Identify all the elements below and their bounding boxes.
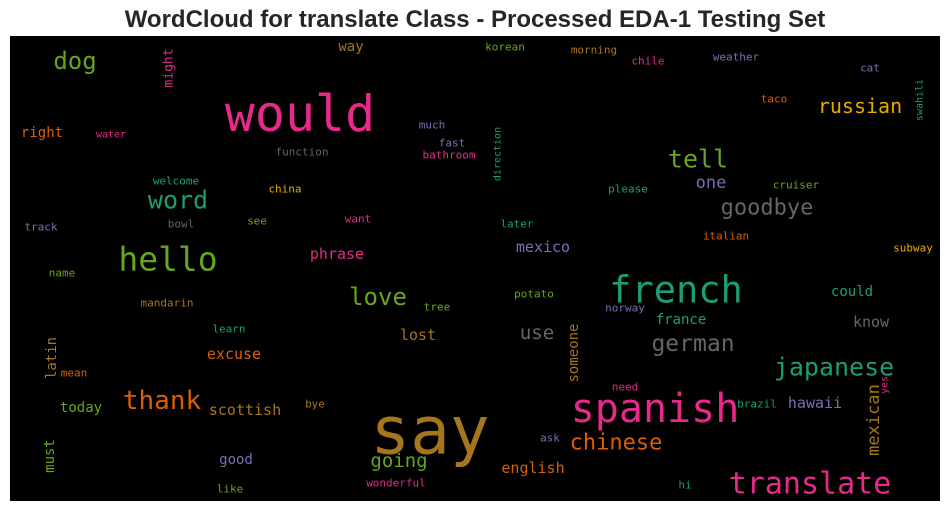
- word-name: name: [49, 267, 76, 280]
- word-french: french: [609, 269, 743, 312]
- word-could: could: [831, 284, 873, 300]
- word-excuse: excuse: [207, 345, 261, 363]
- word-hello: hello: [118, 240, 217, 279]
- word-want: want: [345, 213, 372, 226]
- word-italian: italian: [703, 230, 749, 243]
- word-russian: russian: [818, 94, 902, 118]
- word-mean: mean: [61, 367, 88, 380]
- word-scottish: scottish: [209, 401, 281, 419]
- word-learn: learn: [212, 323, 245, 336]
- word-brazil: brazil: [737, 398, 777, 411]
- word-someone: someone: [566, 323, 582, 382]
- wordcloud-background: [10, 36, 940, 501]
- word-bowl: bowl: [168, 218, 195, 231]
- word-hi: hi: [678, 479, 691, 492]
- word-translate: translate: [729, 467, 892, 502]
- word-one: one: [696, 173, 727, 193]
- word-fast: fast: [439, 137, 466, 150]
- word-german: german: [651, 331, 734, 357]
- word-mexico: mexico: [516, 238, 570, 256]
- word-today: today: [60, 400, 102, 416]
- word-wonderful: wonderful: [366, 477, 426, 490]
- word-going: going: [370, 450, 427, 472]
- word-dog: dog: [53, 47, 96, 75]
- word-would: would: [225, 85, 376, 143]
- word-taco: taco: [761, 93, 788, 106]
- word-say: say: [370, 393, 489, 470]
- word-thank: thank: [123, 386, 202, 416]
- word-later: later: [500, 218, 533, 231]
- word-yes: yes: [880, 376, 891, 394]
- word-much: much: [419, 119, 446, 132]
- word-love: love: [349, 283, 407, 311]
- word-need: need: [612, 381, 639, 394]
- word-china: china: [268, 183, 301, 196]
- word-france: france: [656, 312, 707, 328]
- word-hawaii: hawaii: [788, 394, 842, 412]
- word-direction: direction: [493, 127, 504, 181]
- word-phrase: phrase: [310, 245, 364, 263]
- word-chile: chile: [631, 55, 664, 68]
- word-right: right: [21, 125, 63, 141]
- word-lost: lost: [400, 326, 436, 344]
- word-english: english: [501, 459, 564, 477]
- word-see: see: [247, 215, 267, 228]
- word-norway: norway: [605, 302, 645, 315]
- word-water: water: [96, 130, 126, 141]
- wordcloud-canvas: say would spanish french hello translate japan…: [10, 36, 940, 501]
- word-weather: weather: [713, 51, 760, 64]
- word-good: good: [219, 452, 253, 468]
- word-korean: korean: [485, 41, 525, 54]
- word-tell: tell: [668, 145, 728, 174]
- word-know: know: [853, 313, 890, 331]
- word-function: function: [276, 146, 329, 159]
- word-japanese: japanese: [774, 353, 894, 382]
- word-might: might: [162, 48, 177, 87]
- word-welcome: welcome: [153, 175, 199, 188]
- word-morning: morning: [571, 44, 617, 57]
- word-cruiser: cruiser: [773, 179, 820, 192]
- word-mexican: mexican: [864, 384, 884, 456]
- word-latin: latin: [44, 337, 60, 379]
- word-goodbye: goodbye: [721, 196, 814, 221]
- word-like: like: [217, 483, 244, 496]
- word-bye: bye: [305, 398, 325, 411]
- word-chinese: chinese: [570, 431, 663, 456]
- word-must: must: [42, 439, 58, 473]
- word-please: please: [608, 183, 648, 196]
- word-ask: ask: [540, 432, 560, 445]
- word-bathroom: bathroom: [423, 149, 476, 162]
- word-use: use: [520, 322, 554, 344]
- word-mandarin: mandarin: [141, 297, 194, 310]
- word-tree: tree: [424, 301, 451, 314]
- word-word: word: [148, 186, 208, 215]
- word-potato: potato: [514, 288, 554, 301]
- word-track: track: [24, 221, 57, 234]
- word-subway: subway: [893, 242, 933, 255]
- word-swahili: swahili: [915, 79, 926, 121]
- word-spanish: spanish: [571, 386, 740, 432]
- wordcloud-words: say would spanish french hello translate japan…: [21, 39, 933, 501]
- word-cat: cat: [860, 62, 880, 75]
- chart-title: WordCloud for translate Class - Processe…: [124, 6, 826, 33]
- word-way: way: [338, 39, 363, 55]
